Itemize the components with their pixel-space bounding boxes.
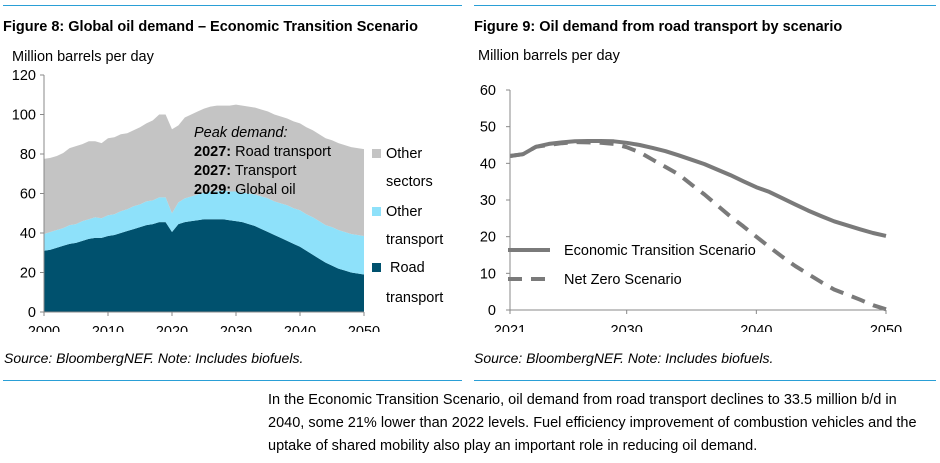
legend: Economic Transition Scenario Net Zero Sce…: [508, 243, 756, 288]
y-tick-label: 80: [20, 147, 36, 163]
y-tick-label: 10: [480, 266, 496, 282]
y-tick-label: 60: [480, 83, 496, 99]
y-tick-label: 40: [480, 156, 496, 172]
y-tick-label: 0: [28, 305, 36, 321]
x-tick-label: 2050: [348, 324, 380, 332]
top-rule-right: [474, 5, 936, 6]
figure-8-title: Figure 8: Global oil demand – Economic T…: [3, 19, 418, 35]
x-tick-label: 2020: [156, 324, 188, 332]
y-tick-label: 50: [480, 120, 496, 136]
x-tick-label: 2030: [220, 324, 252, 332]
x-tick-label: 2040: [284, 324, 316, 332]
bottom-rule-right: [474, 380, 936, 381]
annotation-line: 2027: Road transport: [194, 144, 331, 160]
y-tick-label: 20: [20, 266, 36, 282]
x-tick-label: 2021: [494, 323, 526, 332]
y-tick-label: 0: [488, 303, 496, 319]
top-rule-left: [3, 5, 462, 6]
legend-label: transport: [386, 290, 443, 306]
y-tick-label: 40: [20, 226, 36, 242]
x-tick-label: 2000: [28, 324, 60, 332]
figure-8-unit: Million barrels per day: [12, 49, 154, 65]
area-road-transport: [44, 219, 364, 312]
legend-label: Net Zero Scenario: [564, 272, 682, 288]
peak-demand-annotation: Peak demand: 2027: Road transport 2027: Tr…: [194, 125, 331, 198]
plot-area: [509, 139, 887, 312]
area-other-sectors: [44, 104, 364, 236]
legend-label: Other: [386, 146, 422, 162]
y-tick-label: 20: [480, 230, 496, 246]
legend-swatch: [372, 207, 381, 216]
legend-swatch: [372, 149, 381, 158]
figure-9-title: Figure 9: Oil demand from road transport…: [474, 19, 843, 35]
body-paragraph: In the Economic Transition Scenario, oil…: [268, 392, 917, 454]
y-tick-label: 120: [12, 68, 36, 84]
legend-label: Economic Transition Scenario: [564, 243, 756, 259]
annotation-heading: Peak demand:: [194, 125, 288, 141]
legend-label: transport: [386, 232, 443, 248]
area-other-transport: [44, 190, 364, 275]
y-tick-label: 30: [480, 193, 496, 209]
legend-label: Road: [390, 260, 425, 276]
x-tick-label: 2030: [611, 323, 643, 332]
legend: Other sectors Other transport Road transport: [372, 146, 443, 306]
line-economic-transition-scenario: [509, 139, 887, 238]
legend-label: sectors: [386, 174, 433, 190]
bottom-rule-left: [3, 380, 462, 381]
figure-9-unit: Million barrels per day: [478, 48, 620, 64]
y-tick-label: 60: [20, 187, 36, 203]
x-tick-label: 2040: [740, 323, 772, 332]
plot-area: [44, 104, 364, 312]
x-tick-label: 2050: [870, 323, 902, 332]
y-tick-label: 100: [12, 108, 36, 124]
annotation-line: 2029: Global oil: [194, 182, 296, 198]
figure-8-source: Source: BloombergNEF. Note: Includes bio…: [4, 350, 304, 366]
legend-label: Other: [386, 204, 422, 220]
figure-9-source: Source: BloombergNEF. Note: Includes bio…: [474, 350, 774, 366]
x-tick-label: 2010: [92, 324, 124, 332]
legend-swatch: [372, 263, 381, 272]
annotation-line: 2027: Transport: [194, 163, 296, 179]
